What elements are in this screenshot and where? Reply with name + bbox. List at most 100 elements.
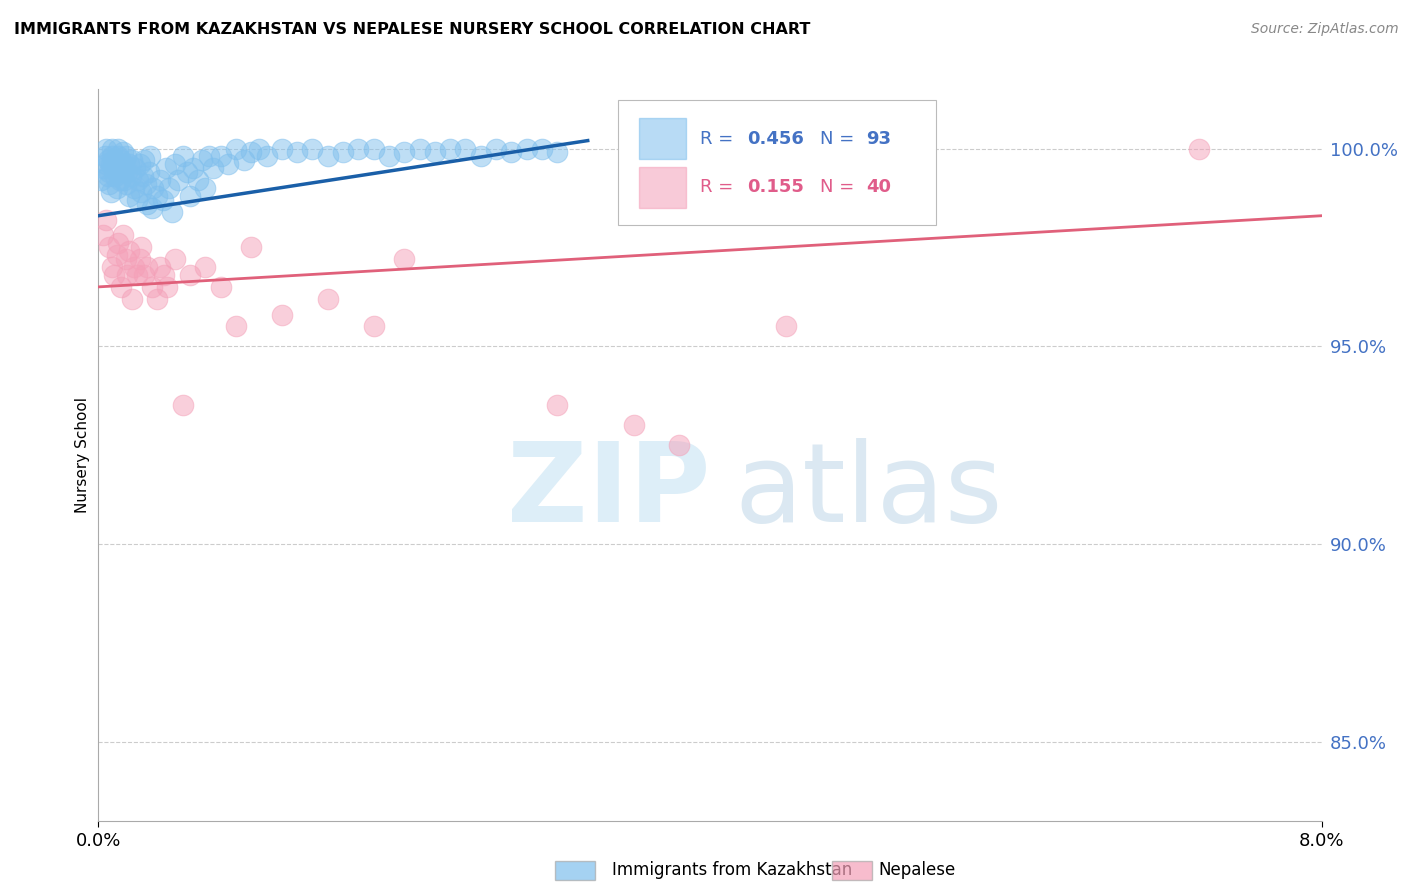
Point [240,145,263,160]
Text: Nepalese: Nepalese [879,861,956,879]
Point [125,193,148,207]
Text: R =: R = [700,130,740,148]
Point [127,173,149,187]
Point [1188,141,1211,155]
Point [136,260,159,274]
Point [232,153,254,168]
Point [121,153,143,168]
Point [145,292,167,306]
Text: 93: 93 [866,130,891,148]
Point [546,145,568,160]
Text: R =: R = [700,178,740,196]
Text: N =: N = [820,178,860,196]
Point [118,244,141,259]
Point [623,418,645,433]
Point [91,228,114,243]
Point [191,153,214,168]
Point [128,157,150,171]
Point [141,201,163,215]
Point [316,149,339,163]
Point [145,189,167,203]
Point [194,181,217,195]
Point [153,268,176,282]
Point [111,228,134,243]
Text: IMMIGRANTS FROM KAZAKHSTAN VS NEPALESE NURSERY SCHOOL CORRELATION CHART: IMMIGRANTS FROM KAZAKHSTAN VS NEPALESE N… [14,22,810,37]
Point [163,252,186,267]
Point [160,204,183,219]
Point [301,141,323,155]
Point [112,173,135,187]
Point [100,185,122,199]
Point [94,212,117,227]
Point [110,153,132,168]
Point [439,141,461,155]
Point [115,252,138,267]
Point [103,161,125,176]
Point [91,161,114,176]
Point [98,240,121,254]
Point [332,145,354,160]
Text: 0.155: 0.155 [747,178,804,196]
Point [163,157,186,171]
Point [515,141,537,155]
Point [104,157,127,171]
Point [94,141,117,155]
Point [240,240,263,254]
Point [194,260,217,274]
Point [176,165,198,179]
Point [101,260,124,274]
Point [136,197,159,211]
Point [197,149,219,163]
Point [270,141,294,155]
Point [129,185,152,199]
Text: atlas: atlas [734,438,1002,545]
Point [97,169,120,184]
Point [141,280,163,294]
Point [179,268,201,282]
Text: Immigrants from Kazakhstan: Immigrants from Kazakhstan [612,861,852,879]
Point [187,173,209,187]
Point [120,169,142,184]
Point [156,280,179,294]
Point [167,173,190,187]
Point [134,153,156,168]
Point [408,141,430,155]
Text: Source: ZipAtlas.com: Source: ZipAtlas.com [1251,22,1399,37]
Point [392,252,416,267]
Point [225,319,247,334]
Point [104,169,127,184]
Point [225,141,247,155]
Point [103,153,125,168]
Point [423,145,446,160]
Point [118,189,141,203]
Point [172,399,194,413]
Point [105,248,128,262]
Point [157,181,180,195]
Point [115,177,138,191]
Point [125,268,148,282]
Text: 40: 40 [866,178,891,196]
Point [111,145,134,160]
Point [775,319,797,334]
Point [530,141,553,155]
Point [105,165,128,179]
Point [107,149,129,163]
Point [135,177,157,191]
Point [181,161,204,176]
Point [149,173,172,187]
Point [179,189,201,203]
Point [139,149,162,163]
Point [124,161,146,176]
Point [110,165,132,179]
Point [316,292,339,306]
Point [209,149,232,163]
Point [285,145,308,160]
Point [115,149,138,163]
Text: N =: N = [820,130,860,148]
Point [485,141,508,155]
Point [111,157,134,171]
Point [155,161,177,176]
Point [217,157,239,171]
Point [134,268,156,282]
Point [101,141,124,155]
